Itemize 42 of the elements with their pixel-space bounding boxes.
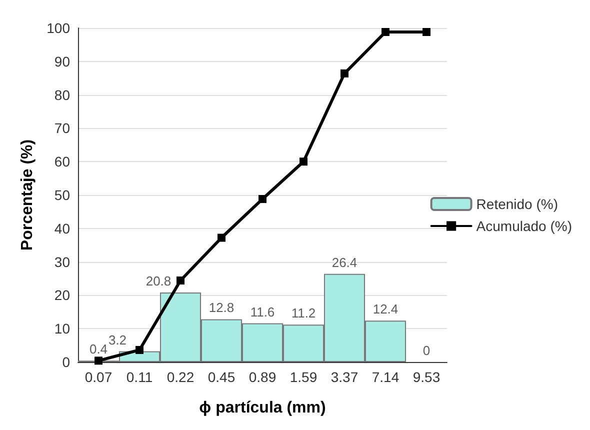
x-tick-label: 0.07 <box>84 369 112 385</box>
data-label: 11.6 <box>250 304 275 320</box>
y-tick-label: 60 <box>54 154 70 170</box>
data-label: 12.4 <box>372 302 398 317</box>
y-tick-label: 70 <box>54 120 70 136</box>
point <box>382 28 390 36</box>
y-axis-title: Porcentaje (%) <box>19 139 36 251</box>
data-label: 12.8 <box>208 300 234 316</box>
y-tick-label: 10 <box>54 320 70 337</box>
x-tick-label: 0.11 <box>126 369 153 385</box>
x-axis-title: ϕ partícula (mm) <box>199 400 326 416</box>
data-label: 0.4 <box>89 342 108 357</box>
point <box>340 69 348 78</box>
point <box>422 28 430 36</box>
x-tick-label: 9.53 <box>412 369 440 385</box>
data-label: 11.2 <box>291 306 316 321</box>
x-tick-label: 7.14 <box>372 369 400 385</box>
data-label: 0 <box>422 343 430 358</box>
x-tick-label: 3.37 <box>330 369 358 385</box>
y-tick-label: 100 <box>46 20 70 36</box>
x-tick-label: 0.45 <box>208 369 236 385</box>
y-tick-label: 0 <box>62 354 70 370</box>
data-label: 3.2 <box>108 332 127 348</box>
data-label: 20.8 <box>146 274 172 289</box>
data-label: 26.4 <box>332 254 358 270</box>
point <box>300 158 308 166</box>
y-tick-label: 80 <box>54 86 70 103</box>
y-tick-label: 30 <box>54 254 70 270</box>
point <box>136 346 144 354</box>
legend-label: Acumulado (%) <box>476 218 572 234</box>
point <box>218 234 226 242</box>
point <box>94 356 102 365</box>
y-tick-label: 40 <box>54 220 70 236</box>
x-tick-label: 0.22 <box>166 369 194 385</box>
x-tick-label: 0.89 <box>248 369 276 385</box>
legend-label: Retenido (%) <box>476 196 558 212</box>
x-tick-label: 1.59 <box>290 369 318 385</box>
y-tick-label: 20 <box>54 287 70 304</box>
y-tick-label: 50 <box>54 187 70 203</box>
y-tick-label: 90 <box>54 53 70 70</box>
point <box>258 195 266 204</box>
point <box>176 276 184 285</box>
